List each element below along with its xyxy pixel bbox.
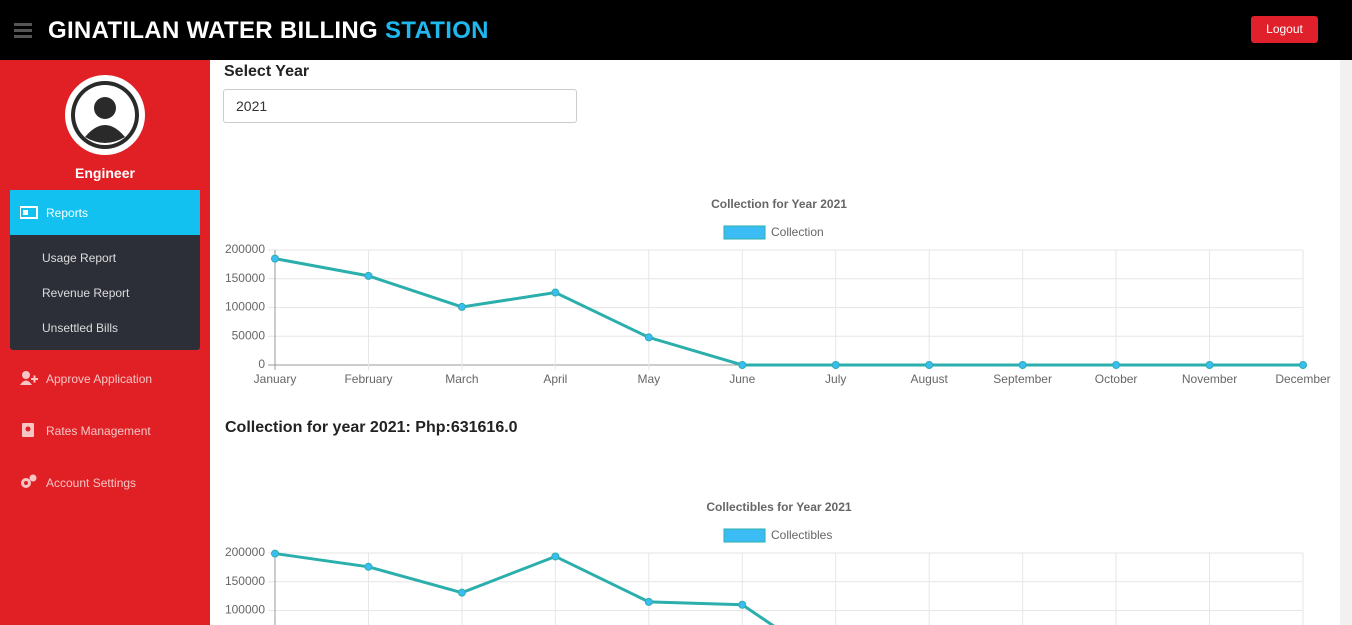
x-tick-label: January	[254, 372, 297, 386]
legend-label: Collection	[771, 225, 824, 239]
chart-title: Collection for Year 2021	[711, 197, 847, 211]
point	[271, 254, 279, 263]
point	[364, 271, 373, 280]
menu-toggle[interactable]	[14, 23, 32, 41]
x-tick-label: June	[729, 372, 755, 386]
menu-rates[interactable]: Rates Management	[10, 422, 200, 442]
brand-accent: STATION	[384, 17, 489, 44]
collection-summary: Collection for year 2021: Php:631616.0	[225, 419, 518, 436]
brand: GINATILAN WATER BILLING STATION	[48, 17, 489, 45]
point	[551, 288, 560, 297]
menu-approve[interactable]: Approve Application	[10, 370, 200, 390]
menu-label: Reports	[46, 206, 89, 220]
x-tick-label: March	[445, 372, 478, 386]
point	[738, 600, 747, 609]
legend-swatch	[723, 528, 766, 543]
point	[457, 302, 466, 311]
point	[1018, 361, 1027, 369]
point	[457, 588, 466, 597]
point	[644, 597, 653, 606]
menu-settings[interactable]: Account Settings	[10, 474, 200, 494]
point	[1299, 361, 1307, 369]
y-tick-label: 0	[258, 357, 265, 371]
point	[644, 333, 653, 342]
x-tick-label: February	[344, 372, 392, 386]
y-tick-label: 50000	[232, 328, 266, 342]
legend-swatch	[723, 225, 766, 240]
y-tick-label: 150000	[225, 271, 265, 285]
user-role: Engineer	[75, 165, 135, 181]
avatar	[65, 75, 145, 155]
x-tick-label: November	[1182, 372, 1237, 386]
submenu-item[interactable]: Revenue Report	[42, 286, 130, 300]
x-tick-label: July	[825, 372, 846, 386]
x-tick-label: December	[1275, 372, 1330, 386]
point	[831, 361, 840, 369]
point	[364, 562, 373, 571]
menu-label: Rates Management	[46, 424, 151, 438]
field-label: Select Year	[224, 63, 310, 80]
point	[1112, 361, 1121, 369]
line	[274, 552, 775, 625]
line	[274, 257, 1303, 367]
point	[551, 552, 560, 561]
menu-label: Approve Application	[46, 372, 153, 386]
year-select[interactable]: 2021	[223, 89, 577, 123]
x-tick-label: October	[1095, 372, 1138, 386]
submenu-item[interactable]: Usage Report	[42, 251, 117, 265]
point	[271, 549, 279, 558]
submenu: Usage Report Revenue Report Unsettled Bi…	[10, 235, 200, 350]
top-bar: GINATILAN WATER BILLING STATION Logout	[0, 0, 1352, 60]
menu-label: Account Settings	[46, 476, 137, 490]
scrollbar	[1340, 60, 1352, 625]
menu-reports[interactable]: Reports	[10, 190, 200, 235]
x-tick-label: August	[911, 372, 949, 386]
y-tick-label: 200000	[225, 242, 265, 256]
select-value: 2021	[236, 98, 268, 114]
x-tick-label: September	[993, 372, 1052, 386]
y-tick-label: 100000	[225, 603, 265, 617]
point	[738, 361, 747, 369]
point	[925, 361, 934, 369]
y-tick-label: 150000	[225, 574, 265, 588]
legend-label: Collectibles	[771, 528, 832, 542]
y-tick-label: 200000	[225, 545, 265, 559]
submenu-item[interactable]: Unsettled Bills	[42, 321, 119, 335]
x-tick-label: April	[543, 372, 567, 386]
sidebar: Engineer Reports Usage Report Revenue Re…	[0, 60, 210, 625]
logout-button[interactable]: Logout	[1251, 16, 1318, 43]
chart-title: Collectibles for Year 2021	[706, 500, 852, 514]
x-tick-label: May	[637, 372, 660, 386]
brand-main: GINATILAN WATER BILLING	[48, 17, 378, 44]
point	[1205, 361, 1214, 369]
y-tick-label: 100000	[225, 300, 265, 314]
